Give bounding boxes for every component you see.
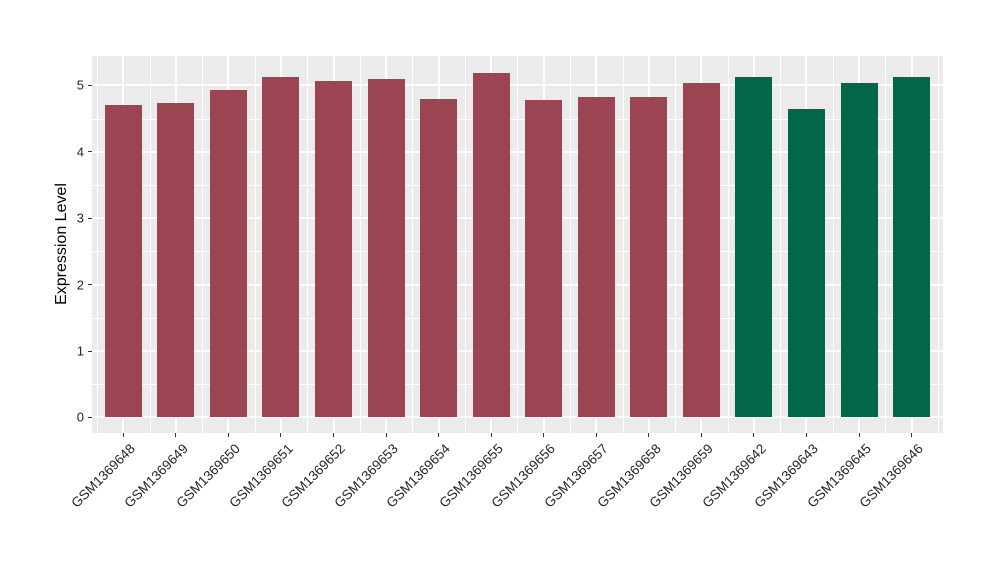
gridline-vertical-minor — [517, 56, 519, 433]
bar — [735, 76, 773, 418]
x-axis-tick — [333, 433, 334, 437]
y-axis-tick-label: 2 — [76, 277, 84, 293]
bar — [472, 73, 510, 418]
y-axis-tick — [88, 84, 92, 86]
gridline-vertical-minor — [569, 56, 571, 433]
bar — [682, 82, 720, 418]
y-axis-tick-label: 1 — [76, 343, 84, 359]
bar — [787, 109, 825, 418]
y-axis-tick — [88, 350, 92, 352]
gridline-vertical-minor — [832, 56, 834, 433]
x-axis-tick — [805, 433, 807, 437]
bar — [630, 96, 668, 418]
gridline-vertical-minor — [254, 56, 256, 433]
y-axis-tick — [88, 416, 92, 418]
y-axis-tick-label: 0 — [76, 409, 84, 425]
x-axis-tick — [385, 433, 387, 437]
x-axis-tick — [543, 433, 545, 437]
x-axis-tick — [700, 433, 702, 437]
y-axis-tick-label: 3 — [76, 210, 84, 226]
y-axis-tick — [88, 151, 92, 153]
x-axis-tick — [227, 433, 229, 437]
y-axis-tick-label: 4 — [76, 144, 84, 160]
x-axis-tick — [648, 433, 650, 437]
gridline-vertical-minor — [780, 56, 782, 433]
x-axis-tick — [175, 433, 177, 437]
x-axis-tick — [858, 433, 860, 437]
gridline-vertical-minor — [885, 56, 887, 433]
bar — [893, 76, 931, 418]
x-axis-tick — [438, 433, 440, 437]
y-axis-tick — [88, 284, 92, 286]
x-axis-tick — [753, 433, 755, 437]
gridline-vertical-minor — [359, 56, 361, 433]
bar — [262, 76, 300, 418]
x-axis-tick — [122, 433, 124, 437]
x-axis-tick — [490, 433, 492, 437]
x-axis-tick — [280, 433, 282, 437]
gridline-vertical-minor — [622, 56, 624, 433]
gridline-vertical-minor — [412, 56, 414, 433]
gridline-vertical-minor — [149, 56, 151, 433]
gridline-vertical-minor — [937, 56, 939, 433]
bar — [420, 98, 458, 418]
y-axis-tick — [88, 217, 92, 219]
bar — [840, 82, 878, 418]
x-axis-tick — [911, 433, 913, 437]
y-axis-title: Expression Level — [53, 183, 70, 305]
gridline-vertical-minor — [675, 56, 677, 433]
gridline-vertical-minor — [202, 56, 204, 433]
gridline-vertical-minor — [464, 56, 466, 433]
bar — [367, 78, 405, 418]
x-axis-tick — [595, 433, 597, 437]
gridline-vertical-minor — [307, 56, 309, 433]
bar — [157, 103, 195, 418]
y-axis-tick-label: 5 — [76, 77, 84, 93]
bar — [209, 90, 247, 418]
bar — [577, 96, 615, 418]
gridline-vertical-minor — [727, 56, 729, 433]
plot-panel — [92, 56, 943, 433]
bar — [315, 81, 352, 418]
bar — [525, 100, 563, 418]
gridline-vertical-minor — [97, 56, 99, 433]
bar — [104, 104, 142, 418]
